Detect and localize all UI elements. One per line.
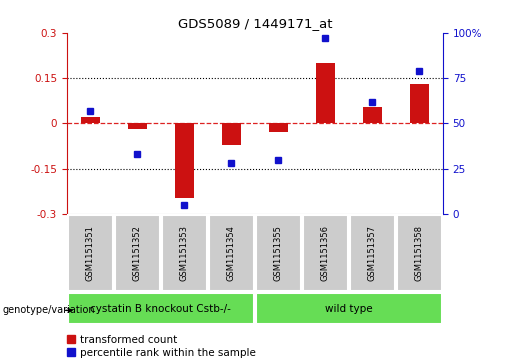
Bar (209, 215, 254, 291)
Bar (316, 63, 335, 123)
Text: cystatin B knockout Cstb-/-: cystatin B knockout Cstb-/- (91, 303, 231, 314)
Bar (175, 123, 194, 197)
Bar (162, 215, 207, 291)
Bar (397, 215, 442, 291)
Title: GDS5089 / 1449171_at: GDS5089 / 1449171_at (178, 17, 332, 30)
Bar (350, 215, 395, 291)
Text: genotype/variation: genotype/variation (3, 305, 95, 315)
Text: GSM1151354: GSM1151354 (227, 225, 236, 281)
FancyArrowPatch shape (65, 309, 72, 312)
Bar (269, 123, 288, 132)
Bar (303, 215, 348, 291)
Bar (256, 293, 442, 324)
Bar (68, 215, 113, 291)
Bar (363, 107, 382, 123)
Text: wild type: wild type (325, 303, 373, 314)
Legend: transformed count, percentile rank within the sample: transformed count, percentile rank withi… (67, 335, 255, 358)
Bar (115, 215, 160, 291)
Bar (81, 117, 100, 123)
Text: GSM1151352: GSM1151352 (133, 225, 142, 281)
Text: GSM1151351: GSM1151351 (86, 225, 95, 281)
Text: GSM1151355: GSM1151355 (274, 225, 283, 281)
Text: GSM1151358: GSM1151358 (415, 225, 424, 281)
Text: GSM1151356: GSM1151356 (321, 225, 330, 281)
Text: GSM1151353: GSM1151353 (180, 225, 189, 281)
Bar (68, 293, 254, 324)
Bar (222, 123, 241, 144)
Bar (128, 123, 147, 130)
Bar (256, 215, 301, 291)
Bar (410, 84, 429, 123)
Text: GSM1151357: GSM1151357 (368, 225, 377, 281)
